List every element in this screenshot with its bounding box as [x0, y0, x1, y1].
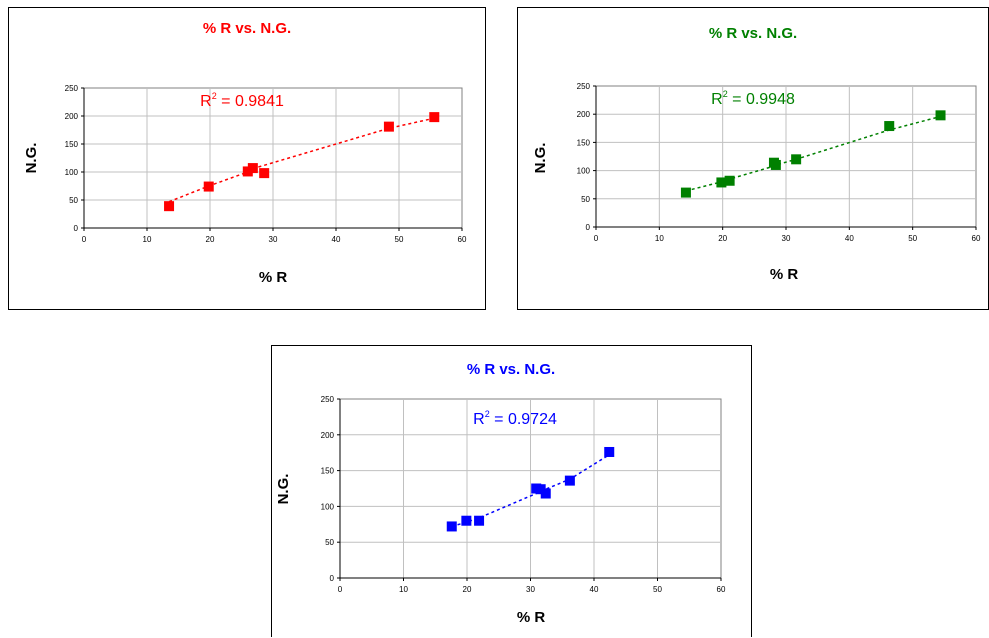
chart-2-svg: 0 10 20 30 40 50 60 0 50 100 150 200 250 % R vs. N.G.…	[532, 25, 981, 283]
chart-3-data-point	[540, 488, 551, 499]
chart-1-x-tick-label: 10	[143, 235, 152, 244]
chart-3-data-point	[564, 475, 575, 486]
chart-3-x-tick-label: 50	[653, 585, 662, 594]
chart-3-x-tick-label: 40	[590, 585, 599, 594]
chart-1-y-axis-title: N.G.	[23, 143, 40, 174]
chart-2-x-tick-label: 40	[845, 234, 854, 243]
chart-1-data-point	[383, 121, 394, 132]
chart-1-data-point	[203, 181, 214, 192]
chart-panel-2: 0 10 20 30 40 50 60 0 50 100 150 200 250 % R vs. N.G.…	[517, 7, 989, 310]
chart-2-y-tick-label: 200	[577, 110, 591, 119]
chart-2-title: % R vs. N.G.	[709, 25, 797, 42]
chart-3-data-point	[461, 515, 472, 526]
chart-2-y-axis-title: N.G.	[532, 143, 549, 174]
chart-1-x-tick-label: 30	[269, 235, 278, 244]
chart-1-title: % R vs. N.G.	[203, 20, 291, 37]
chart-3-x-tick-label: 30	[526, 585, 535, 594]
chart-3-data-point	[535, 484, 546, 495]
chart-1-data-point	[429, 112, 440, 123]
chart-1-x-tick-label: 60	[458, 235, 467, 244]
chart-1-y-tick-label: 50	[69, 196, 78, 205]
chart-2-x-tick-label: 60	[972, 234, 981, 243]
chart-3-y-tick-label: 200	[321, 431, 335, 440]
chart-3-y-tick-label: 50	[325, 538, 334, 547]
chart-1-x-axis-title: % R	[259, 269, 288, 286]
chart-panel-1: 0 10 20 30 40 50 60 0 50 100 150 200 250 % R vs. N.G.…	[8, 7, 486, 310]
chart-2-data-point	[884, 121, 895, 132]
chart-3-data-point	[446, 521, 457, 532]
chart-3-x-tick-label: 10	[399, 585, 408, 594]
chart-3-r-squared-label: R2 = 0.9724	[473, 409, 557, 428]
chart-1-data-point	[247, 163, 258, 174]
chart-2-r-squared-label: R2 = 0.9948	[711, 89, 795, 108]
chart-1-x-tick-label: 20	[206, 235, 215, 244]
chart-2-y-tick-label: 250	[577, 82, 591, 91]
chart-3-x-tick-label: 0	[338, 585, 343, 594]
chart-2-x-tick-label: 10	[655, 234, 664, 243]
chart-1-data-point	[164, 201, 175, 212]
chart-1-y-tick-label: 150	[65, 140, 79, 149]
chart-1-y-tick-label: 0	[74, 224, 79, 233]
chart-1-data-point	[259, 168, 270, 179]
chart-3-y-axis-title: N.G.	[275, 474, 292, 505]
chart-1-svg: 0 10 20 30 40 50 60 0 50 100 150 200 250 % R vs. N.G.…	[23, 20, 467, 286]
chart-2-x-tick-label: 50	[908, 234, 917, 243]
chart-3-x-tick-label: 60	[717, 585, 726, 594]
chart-1-x-tick-label: 50	[395, 235, 404, 244]
chart-3-y-tick-label: 150	[321, 467, 335, 476]
chart-2-x-tick-label: 30	[782, 234, 791, 243]
chart-1-y-tick-label: 250	[65, 84, 79, 93]
chart-2-data-point	[724, 175, 735, 186]
chart-1-r-squared-label: R2 = 0.9841	[200, 91, 284, 110]
chart-3-y-tick-label: 0	[330, 574, 335, 583]
chart-2-data-point	[770, 159, 781, 170]
chart-2-y-tick-label: 150	[577, 138, 591, 147]
chart-2-data-point	[935, 110, 946, 121]
chart-3-x-axis-title: % R	[517, 609, 546, 626]
chart-panel-3: 0 10 20 30 40 50 60 0 50 100 150 200 250 % R vs. N.G.…	[271, 345, 752, 637]
chart-3-x-tick-label: 20	[463, 585, 472, 594]
chart-2-y-tick-label: 50	[581, 195, 590, 204]
chart-1-y-tick-label: 200	[65, 112, 79, 121]
chart-2-data-point	[791, 154, 802, 165]
chart-3-data-point	[604, 446, 615, 457]
chart-2-y-tick-label: 0	[586, 223, 591, 232]
chart-2-x-tick-label: 0	[594, 234, 599, 243]
chart-2-data-point	[716, 177, 727, 188]
chart-3-data-point	[474, 515, 485, 526]
chart-3-svg: 0 10 20 30 40 50 60 0 50 100 150 200 250 % R vs. N.G.…	[275, 361, 726, 626]
chart-3-y-tick-label: 100	[321, 502, 335, 511]
chart-2-y-tick-label: 100	[577, 167, 591, 176]
chart-3-title: % R vs. N.G.	[467, 361, 555, 378]
chart-1-x-tick-label: 40	[332, 235, 341, 244]
chart-1-data-point	[242, 166, 253, 177]
chart-2-x-axis-title: % R	[770, 266, 799, 283]
chart-1-y-tick-label: 100	[65, 168, 79, 177]
chart-2-data-point	[680, 187, 691, 198]
chart-1-x-tick-label: 0	[82, 235, 87, 244]
chart-3-y-tick-label: 250	[321, 395, 335, 404]
chart-2-x-tick-label: 20	[718, 234, 727, 243]
